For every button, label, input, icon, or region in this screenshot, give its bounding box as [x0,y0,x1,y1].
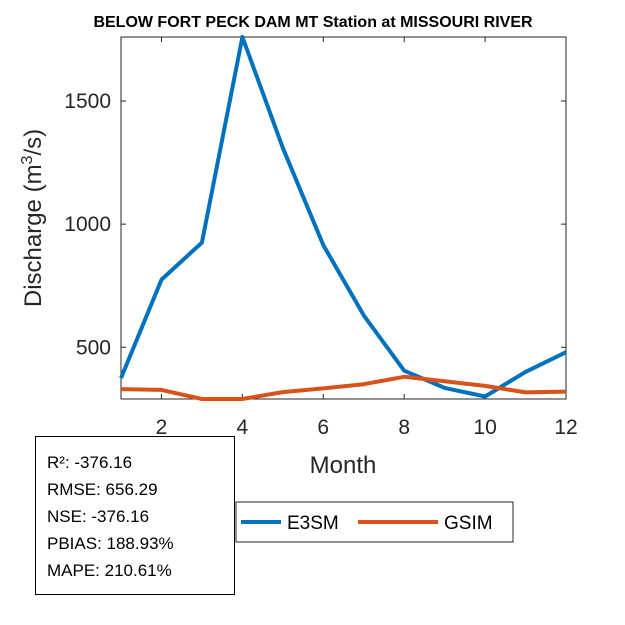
y-tick-label: 1000 [64,213,111,236]
legend-label-gsim: GSIM [444,513,493,534]
y-tick-label: 500 [76,336,111,359]
stat-mape: MAPE: 210.61% [47,561,172,580]
x-tick-label: 4 [237,416,249,439]
stat-pbias: PBIAS: 188.93% [47,534,174,553]
chart-title: BELOW FORT PECK DAM MT Station at MISSOU… [93,14,533,31]
stat-r2: R²: -376.16 [47,453,133,472]
axis-ticks: 2 4 6 8 10 12 500 1000 1500 [64,37,578,439]
series-line-e3sm [119,35,567,399]
series-line-gsim [120,374,567,401]
plot-area [120,36,567,400]
y-axis-label: Discharge (m3/s) [19,129,47,307]
legend-label-e3sm: E3SM [287,513,339,534]
x-tick-label: 10 [473,416,496,439]
x-axis-label: Month [310,452,377,479]
x-tick-label: 12 [554,416,577,439]
series-lines [119,35,567,401]
y-tick-label: 1500 [64,90,111,113]
stat-nse: NSE: -376.16 [47,507,150,526]
stat-rmse: RMSE: 656.29 [47,480,158,499]
x-tick-label: 2 [156,416,168,439]
statistics-box: R²: -376.16 RMSE: 656.29 NSE: -376.16 PB… [35,436,235,595]
x-tick-label: 6 [317,416,329,439]
x-tick-label: 8 [398,416,410,439]
legend: E3SM GSIM [235,501,514,543]
